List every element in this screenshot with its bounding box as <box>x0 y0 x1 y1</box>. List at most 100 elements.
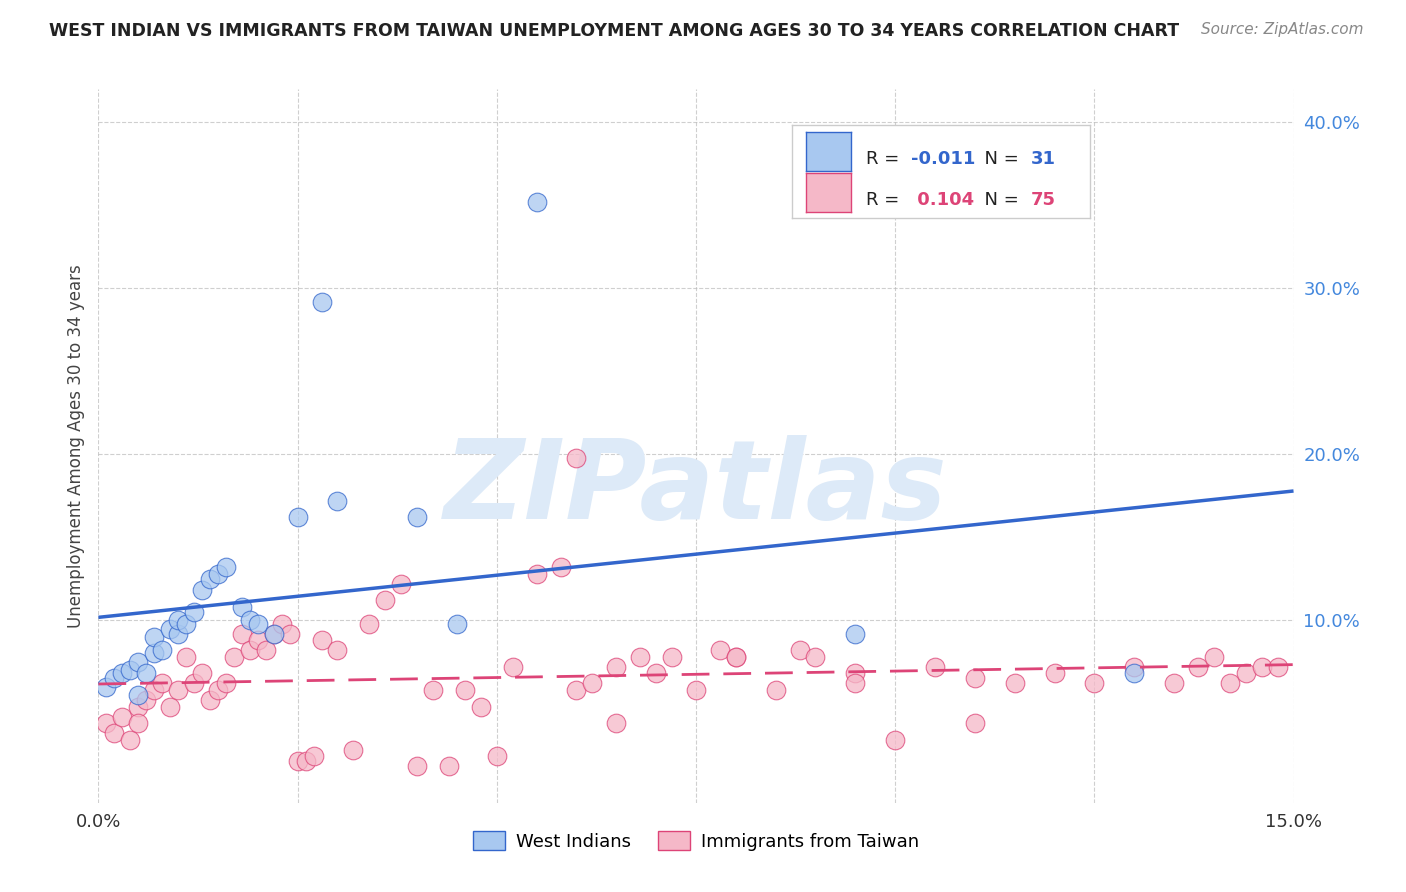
Point <box>661 649 683 664</box>
Point <box>143 630 166 644</box>
Point <box>1187 659 1209 673</box>
Point <box>207 566 229 581</box>
Point <box>278 626 301 640</box>
Point <box>159 699 181 714</box>
Text: 75: 75 <box>1031 191 1056 209</box>
Point <box>963 716 986 731</box>
Text: R =: R = <box>866 150 904 168</box>
Point <box>374 593 396 607</box>
Point <box>183 676 205 690</box>
Text: WEST INDIAN VS IMMIGRANTS FROM TAIWAN UNEMPLOYMENT AMONG AGES 30 TO 34 YEARS COR: WEST INDIAN VS IMMIGRANTS FROM TAIWAN UN… <box>49 22 1180 40</box>
Point <box>963 671 986 685</box>
Point <box>198 572 221 586</box>
Text: ZIPatlas: ZIPatlas <box>444 435 948 542</box>
Point <box>183 605 205 619</box>
Point <box>215 676 238 690</box>
Point <box>1250 659 1272 673</box>
Point <box>135 693 157 707</box>
Point <box>143 647 166 661</box>
Point <box>526 566 548 581</box>
Point <box>526 195 548 210</box>
Point <box>406 759 429 773</box>
Point <box>287 510 309 524</box>
Point <box>1267 659 1289 673</box>
Point <box>120 732 142 747</box>
Point <box>239 643 262 657</box>
Point <box>215 560 238 574</box>
Point <box>844 626 866 640</box>
Point <box>191 666 214 681</box>
Point <box>222 649 245 664</box>
Text: -0.011: -0.011 <box>911 150 976 168</box>
Point <box>645 666 668 681</box>
Point <box>150 643 173 657</box>
Point <box>111 666 134 681</box>
Point <box>246 633 269 648</box>
Text: Source: ZipAtlas.com: Source: ZipAtlas.com <box>1201 22 1364 37</box>
Point <box>103 726 125 740</box>
Point <box>924 659 946 673</box>
Point <box>581 676 603 690</box>
Text: 31: 31 <box>1031 150 1056 168</box>
Point <box>1123 659 1146 673</box>
Point <box>454 682 477 697</box>
Point <box>127 716 149 731</box>
Text: R =: R = <box>866 191 904 209</box>
Point <box>174 616 197 631</box>
Point <box>422 682 444 697</box>
Point <box>884 732 907 747</box>
Point <box>565 682 588 697</box>
Point <box>96 716 118 731</box>
Point <box>709 643 731 657</box>
Point <box>167 626 190 640</box>
Point <box>270 616 292 631</box>
Text: N =: N = <box>973 150 1025 168</box>
Y-axis label: Unemployment Among Ages 30 to 34 years: Unemployment Among Ages 30 to 34 years <box>66 264 84 628</box>
Point <box>103 671 125 685</box>
Point <box>565 450 588 465</box>
Point <box>1219 676 1241 690</box>
Legend: West Indians, Immigrants from Taiwan: West Indians, Immigrants from Taiwan <box>465 824 927 858</box>
Point <box>246 616 269 631</box>
Point <box>1234 666 1257 681</box>
Point <box>302 749 325 764</box>
Point <box>844 666 866 681</box>
Point <box>127 699 149 714</box>
Point <box>231 626 253 640</box>
Point <box>120 663 142 677</box>
Point <box>326 643 349 657</box>
Point <box>207 682 229 697</box>
Point <box>485 749 508 764</box>
Point <box>135 666 157 681</box>
Point <box>359 616 381 631</box>
Point <box>96 680 118 694</box>
Point <box>550 560 572 574</box>
Point <box>437 759 460 773</box>
Point <box>311 633 333 648</box>
Point <box>502 659 524 673</box>
Point <box>446 616 468 631</box>
Point <box>287 754 309 768</box>
Point <box>239 613 262 627</box>
Point <box>605 659 627 673</box>
Point <box>311 294 333 309</box>
Point <box>1004 676 1026 690</box>
Point <box>1043 666 1066 681</box>
Point <box>724 649 747 664</box>
Point <box>294 754 316 768</box>
Point <box>1083 676 1105 690</box>
Point <box>127 655 149 669</box>
Point <box>628 649 651 664</box>
Point <box>342 742 364 756</box>
Point <box>844 676 866 690</box>
Point <box>1202 649 1225 664</box>
Point <box>159 622 181 636</box>
Point <box>191 583 214 598</box>
Point <box>263 626 285 640</box>
Point <box>167 613 190 627</box>
Point <box>605 716 627 731</box>
Point <box>765 682 787 697</box>
Point <box>174 649 197 664</box>
Point <box>804 649 827 664</box>
Point <box>143 682 166 697</box>
